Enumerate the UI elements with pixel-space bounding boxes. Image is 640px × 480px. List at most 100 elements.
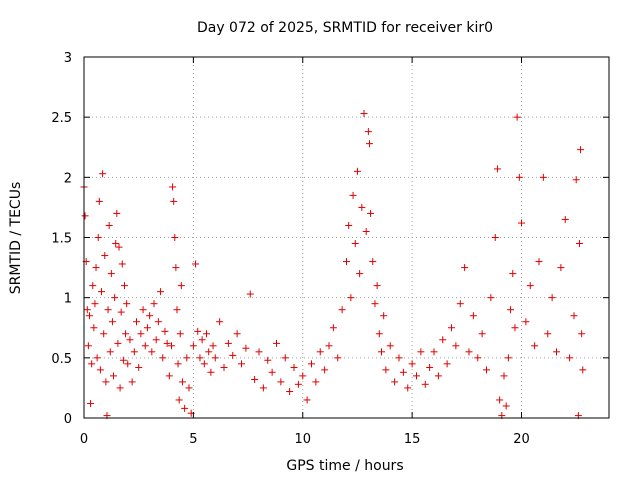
data-point [161,327,169,335]
y-tick-label: 1.5 [51,232,72,247]
data-point [85,312,93,320]
data-point [126,336,134,344]
data-point [117,308,125,316]
data-point [259,384,267,392]
data-point [303,396,311,404]
data-point [378,348,385,356]
x-axis-label: GPS time / hours [286,458,403,474]
data-point [570,312,578,320]
data-point [128,378,136,386]
data-point [101,252,109,260]
data-point [122,330,130,338]
data-point [325,342,333,350]
data-point [469,312,477,320]
data-point [172,264,180,272]
x-tick-label: 20 [513,432,530,447]
data-point [242,344,250,352]
data-point [229,351,237,359]
data-point [171,234,179,241]
data-point [177,282,185,290]
data-point [93,354,101,362]
data-point [539,173,547,181]
data-point [369,258,377,266]
data-point [544,330,552,338]
data-point [211,354,219,362]
data-point [575,240,583,248]
data-point [531,342,539,350]
data-point [522,318,530,326]
x-tick-label: 10 [294,432,311,447]
data-point [194,327,202,335]
data-point [105,221,113,229]
data-point [439,336,447,344]
data-point [290,363,298,371]
data-point [209,342,217,350]
data-point [478,330,486,338]
data-point [176,330,184,338]
data-point [150,300,158,308]
data-point [119,356,127,364]
data-point [87,400,95,408]
data-point [203,330,210,338]
data-point [572,176,580,184]
data-point [360,110,368,118]
data-point [178,378,186,386]
data-point [157,288,165,296]
data-point [90,324,98,332]
data-point [578,330,586,338]
data-point [94,234,102,241]
data-point [421,380,429,388]
data-point [502,402,510,410]
data-point [321,366,329,374]
data-point [452,342,460,350]
data-point [196,354,204,362]
data-point [84,342,92,350]
data-point [139,306,147,314]
data-point [124,360,132,368]
data-point [273,339,280,347]
data-point [373,282,381,290]
data-point [107,270,115,278]
data-points [80,110,587,420]
data-point [518,219,525,227]
data-point [496,396,504,404]
data-point [434,372,442,380]
data-point [281,354,289,362]
data-point [111,294,119,302]
data-point [443,360,451,368]
data-point [404,384,412,392]
data-point [108,318,116,326]
y-tick-label: 2 [64,171,72,186]
data-point [168,342,175,350]
data-point [133,318,140,326]
data-point [238,360,245,368]
data-point [349,191,357,199]
data-point [329,324,337,332]
x-tick-label: 5 [189,432,197,447]
data-point [353,167,361,175]
y-tick-label: 0 [64,412,72,427]
data-point [174,360,182,368]
data-point [316,348,324,356]
data-point [364,128,372,136]
data-point [192,260,200,268]
data-point [163,339,171,347]
data-point [417,348,425,356]
data-point [577,146,585,154]
data-point [91,300,99,308]
y-tick-label: 3 [64,51,72,66]
data-point [159,354,167,362]
data-point [380,312,388,320]
data-point [198,336,206,344]
data-point [386,342,394,350]
data-point [148,348,156,356]
x-tick-label: 0 [80,432,88,447]
data-point [141,342,149,350]
data-point [102,378,110,386]
data-point [143,324,151,332]
data-point [118,260,126,268]
data-point [268,368,276,376]
data-point [264,356,272,364]
data-point [408,360,416,368]
